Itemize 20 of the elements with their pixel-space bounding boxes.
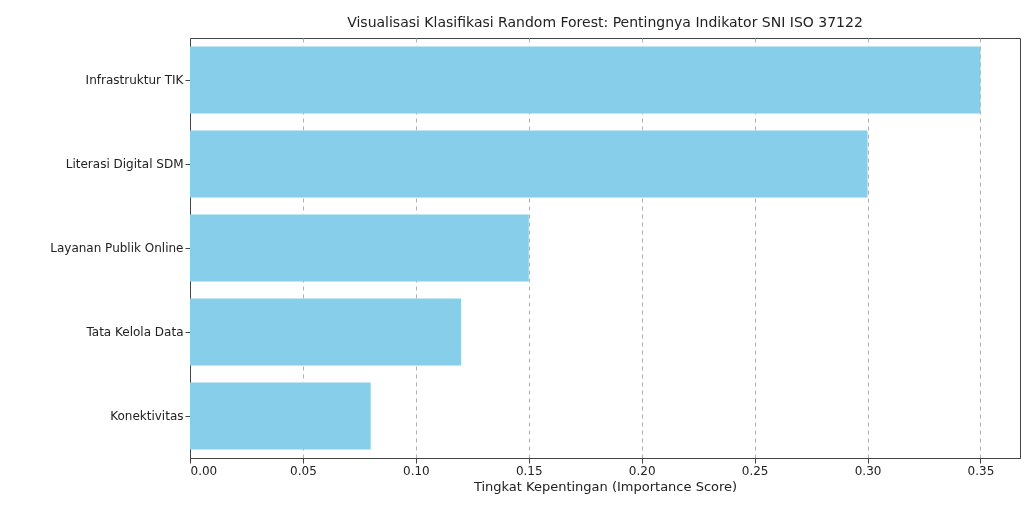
- x-tick-label: 0.25: [741, 463, 769, 478]
- x-tick-label: 0.35: [967, 463, 995, 478]
- chart-title: Visualisasi Klasifikasi Random Forest: Pentingnya Indikator SNI ISO 37122: [347, 14, 863, 30]
- bar: [190, 46, 981, 114]
- y-tick-label: Layanan Publik Online: [50, 241, 184, 255]
- x-tick-label: 0.10: [402, 463, 430, 478]
- bar: [190, 298, 462, 366]
- x-tick-label: 0.20: [628, 463, 656, 478]
- bar: [190, 382, 371, 450]
- x-axis-title: Tingkat Kepentingan (Importance Score): [472, 478, 738, 494]
- bar: [190, 130, 868, 198]
- x-tick-label: 0.05: [290, 463, 317, 478]
- y-tick-label: Konektivitas: [110, 409, 184, 423]
- y-tick-label: Literasi Digital SDM: [65, 157, 184, 171]
- x-tick-label: 0.30: [854, 463, 882, 478]
- x-tick-label: 0.15: [515, 463, 543, 478]
- y-tick-label: Tata Kelola Data: [85, 325, 184, 339]
- x-tick-label: 0.00: [190, 463, 218, 478]
- y-tick-label: Infrastruktur TIK: [85, 73, 185, 87]
- bar: [190, 214, 529, 282]
